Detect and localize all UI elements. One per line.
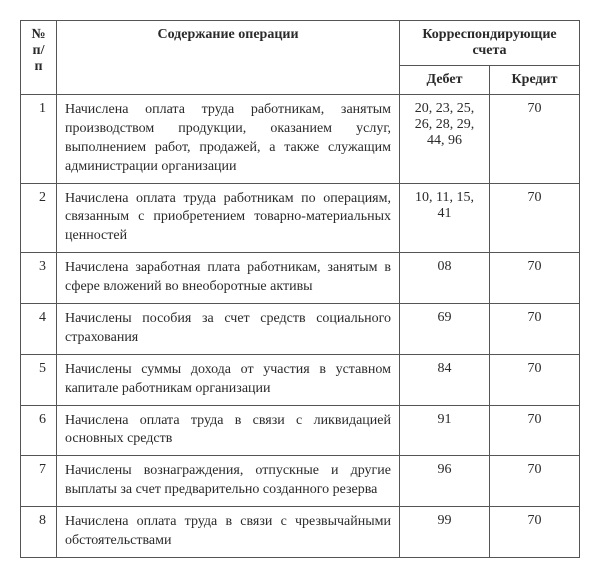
cell-credit: 70 <box>490 456 580 507</box>
cell-content: Начислена оплата труда работникам, занят… <box>57 95 400 184</box>
cell-num: 4 <box>21 304 57 355</box>
cell-num: 3 <box>21 253 57 304</box>
table-row: 8Начислена оплата труда в связи с чрезвы… <box>21 507 580 558</box>
header-content: Содержание операции <box>57 21 400 95</box>
cell-debit: 91 <box>400 405 490 456</box>
cell-credit: 70 <box>490 507 580 558</box>
table-body: 1Начислена оплата труда работникам, заня… <box>21 95 580 558</box>
cell-content: Начислена оплата труда в связи с ликвида… <box>57 405 400 456</box>
header-credit: Кредит <box>490 66 580 95</box>
cell-credit: 70 <box>490 253 580 304</box>
cell-debit: 10, 11, 15, 41 <box>400 183 490 253</box>
header-num: № п/п <box>21 21 57 95</box>
cell-num: 7 <box>21 456 57 507</box>
table-row: 7Начислены вознаграждения, отпускные и д… <box>21 456 580 507</box>
cell-debit: 69 <box>400 304 490 355</box>
cell-num: 5 <box>21 354 57 405</box>
table-row: 5Начислены суммы дохода от участия в уст… <box>21 354 580 405</box>
cell-credit: 70 <box>490 405 580 456</box>
cell-content: Начислены пособия за счет средств социал… <box>57 304 400 355</box>
cell-credit: 70 <box>490 95 580 184</box>
header-debit: Дебет <box>400 66 490 95</box>
cell-content: Начислена заработная плата работникам, з… <box>57 253 400 304</box>
header-row-1: № п/п Содержание операции Корреспондирую… <box>21 21 580 66</box>
cell-debit: 96 <box>400 456 490 507</box>
cell-content: Начислена оплата труда работникам по опе… <box>57 183 400 253</box>
cell-num: 8 <box>21 507 57 558</box>
table-row: 6Начислена оплата труда в связи с ликвид… <box>21 405 580 456</box>
cell-content: Начислены суммы дохода от участия в уста… <box>57 354 400 405</box>
table-row: 4Начислены пособия за счет средств социа… <box>21 304 580 355</box>
table-row: 3Начислена заработная плата работникам, … <box>21 253 580 304</box>
cell-credit: 70 <box>490 183 580 253</box>
cell-content: Начислены вознаграждения, отпускные и др… <box>57 456 400 507</box>
accounting-table: № п/п Содержание операции Корреспондирую… <box>20 20 580 558</box>
header-accounts: Корреспондирующие счета <box>400 21 580 66</box>
cell-content: Начислена оплата труда в связи с чрезвыч… <box>57 507 400 558</box>
cell-debit: 84 <box>400 354 490 405</box>
table-row: 1Начислена оплата труда работникам, заня… <box>21 95 580 184</box>
table-row: 2Начислена оплата труда работникам по оп… <box>21 183 580 253</box>
cell-debit: 20, 23, 25, 26, 28, 29, 44, 96 <box>400 95 490 184</box>
cell-num: 6 <box>21 405 57 456</box>
cell-num: 1 <box>21 95 57 184</box>
cell-credit: 70 <box>490 304 580 355</box>
cell-debit: 99 <box>400 507 490 558</box>
cell-debit: 08 <box>400 253 490 304</box>
cell-num: 2 <box>21 183 57 253</box>
cell-credit: 70 <box>490 354 580 405</box>
